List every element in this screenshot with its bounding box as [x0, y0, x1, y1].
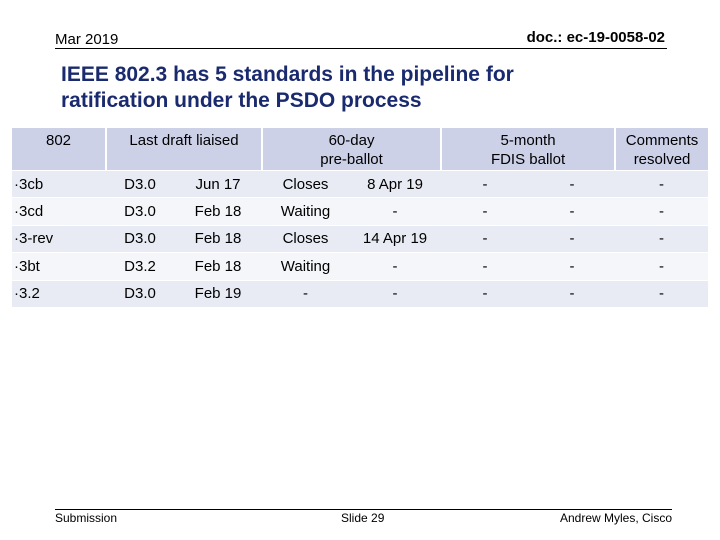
cell-preballot-date: 8 Apr 19 — [349, 169, 442, 198]
cell-draft: D3.0 — [106, 224, 174, 253]
table-row: ·3cd D3.0 Feb 18 Waiting - - - - — [12, 197, 709, 226]
cell-fdis-status: - — [441, 279, 530, 307]
cell-draft-date: Feb 18 — [174, 224, 263, 253]
slide-title-line-2: ratification under the PSDO process — [61, 89, 422, 112]
cell-fdis-date: - — [529, 252, 616, 281]
cell-fdis-date: - — [529, 279, 616, 307]
table-header-row: 802 Last draft liaised 60-day pre-ballot… — [12, 128, 709, 171]
cell-draft-date: Jun 17 — [174, 169, 263, 198]
slide-title-line-1: IEEE 802.3 has 5 standards in the pipeli… — [61, 63, 514, 86]
cell-preballot-date: - — [349, 279, 442, 307]
cell-fdis-status: - — [441, 252, 530, 281]
cell-preballot-status: - — [262, 279, 350, 307]
cell-draft: D3.0 — [106, 279, 174, 307]
cell-standard: ·3cb — [12, 169, 106, 198]
cell-draft-date: Feb 19 — [174, 279, 263, 307]
cell-draft: D3.2 — [106, 252, 174, 281]
table-row: ·3bt D3.2 Feb 18 Waiting - - - - — [12, 252, 709, 281]
header-doc-id: doc.: ec-19-0058-02 — [526, 29, 665, 46]
cell-fdis-status: - — [441, 197, 530, 226]
slide-title: IEEE 802.3 has 5 standards in the pipeli… — [61, 62, 661, 114]
table-row: ·3-rev D3.0 Feb 18 Closes 14 Apr 19 - - … — [12, 224, 709, 253]
cell-standard: ·3.2 — [12, 279, 106, 307]
footer-divider — [55, 509, 672, 510]
cell-fdis-date: - — [529, 224, 616, 253]
cell-fdis-date: - — [529, 197, 616, 226]
cell-preballot-date: 14 Apr 19 — [349, 224, 442, 253]
cell-draft-date: Feb 18 — [174, 197, 263, 226]
cell-fdis-status: - — [441, 224, 530, 253]
cell-preballot-status: Waiting — [262, 197, 350, 226]
cell-preballot-date: - — [349, 197, 442, 226]
header-date: Mar 2019 — [55, 31, 119, 48]
table-row: ·3cb D3.0 Jun 17 Closes 8 Apr 19 - - - — [12, 169, 709, 198]
cell-comments: - — [615, 169, 709, 198]
footer-submission: Submission — [55, 511, 118, 525]
cell-standard: ·3cd — [12, 197, 106, 226]
header-comments: Comments resolved — [615, 128, 709, 171]
header-divider — [55, 48, 667, 49]
footer-slide-number: Slide 29 — [341, 511, 385, 525]
cell-comments: - — [615, 279, 709, 307]
cell-draft-date: Feb 18 — [174, 252, 263, 281]
cell-comments: - — [615, 252, 709, 281]
header-last-draft: Last draft liaised — [106, 128, 264, 171]
cell-draft: D3.0 — [106, 169, 174, 198]
cell-comments: - — [615, 224, 709, 253]
header-preballot: 60-day pre-ballot — [262, 128, 443, 171]
cell-fdis-date: - — [529, 169, 616, 198]
cell-standard: ·3-rev — [12, 224, 106, 253]
cell-preballot-date: - — [349, 252, 442, 281]
cell-standard: ·3bt — [12, 252, 106, 281]
header-fdis: 5-month FDIS ballot — [441, 128, 617, 171]
cell-preballot-status: Closes — [262, 224, 350, 253]
cell-preballot-status: Closes — [262, 169, 350, 198]
cell-draft: D3.0 — [106, 197, 174, 226]
table-row: ·3.2 D3.0 Feb 19 - - - - - — [12, 279, 709, 307]
standards-table: 802 Last draft liaised 60-day pre-ballot… — [12, 128, 709, 307]
cell-comments: - — [615, 197, 709, 226]
cell-fdis-status: - — [441, 169, 530, 198]
cell-preballot-status: Waiting — [262, 252, 350, 281]
footer-author: Andrew Myles, Cisco — [559, 511, 672, 525]
header-standard: 802 — [12, 128, 107, 171]
